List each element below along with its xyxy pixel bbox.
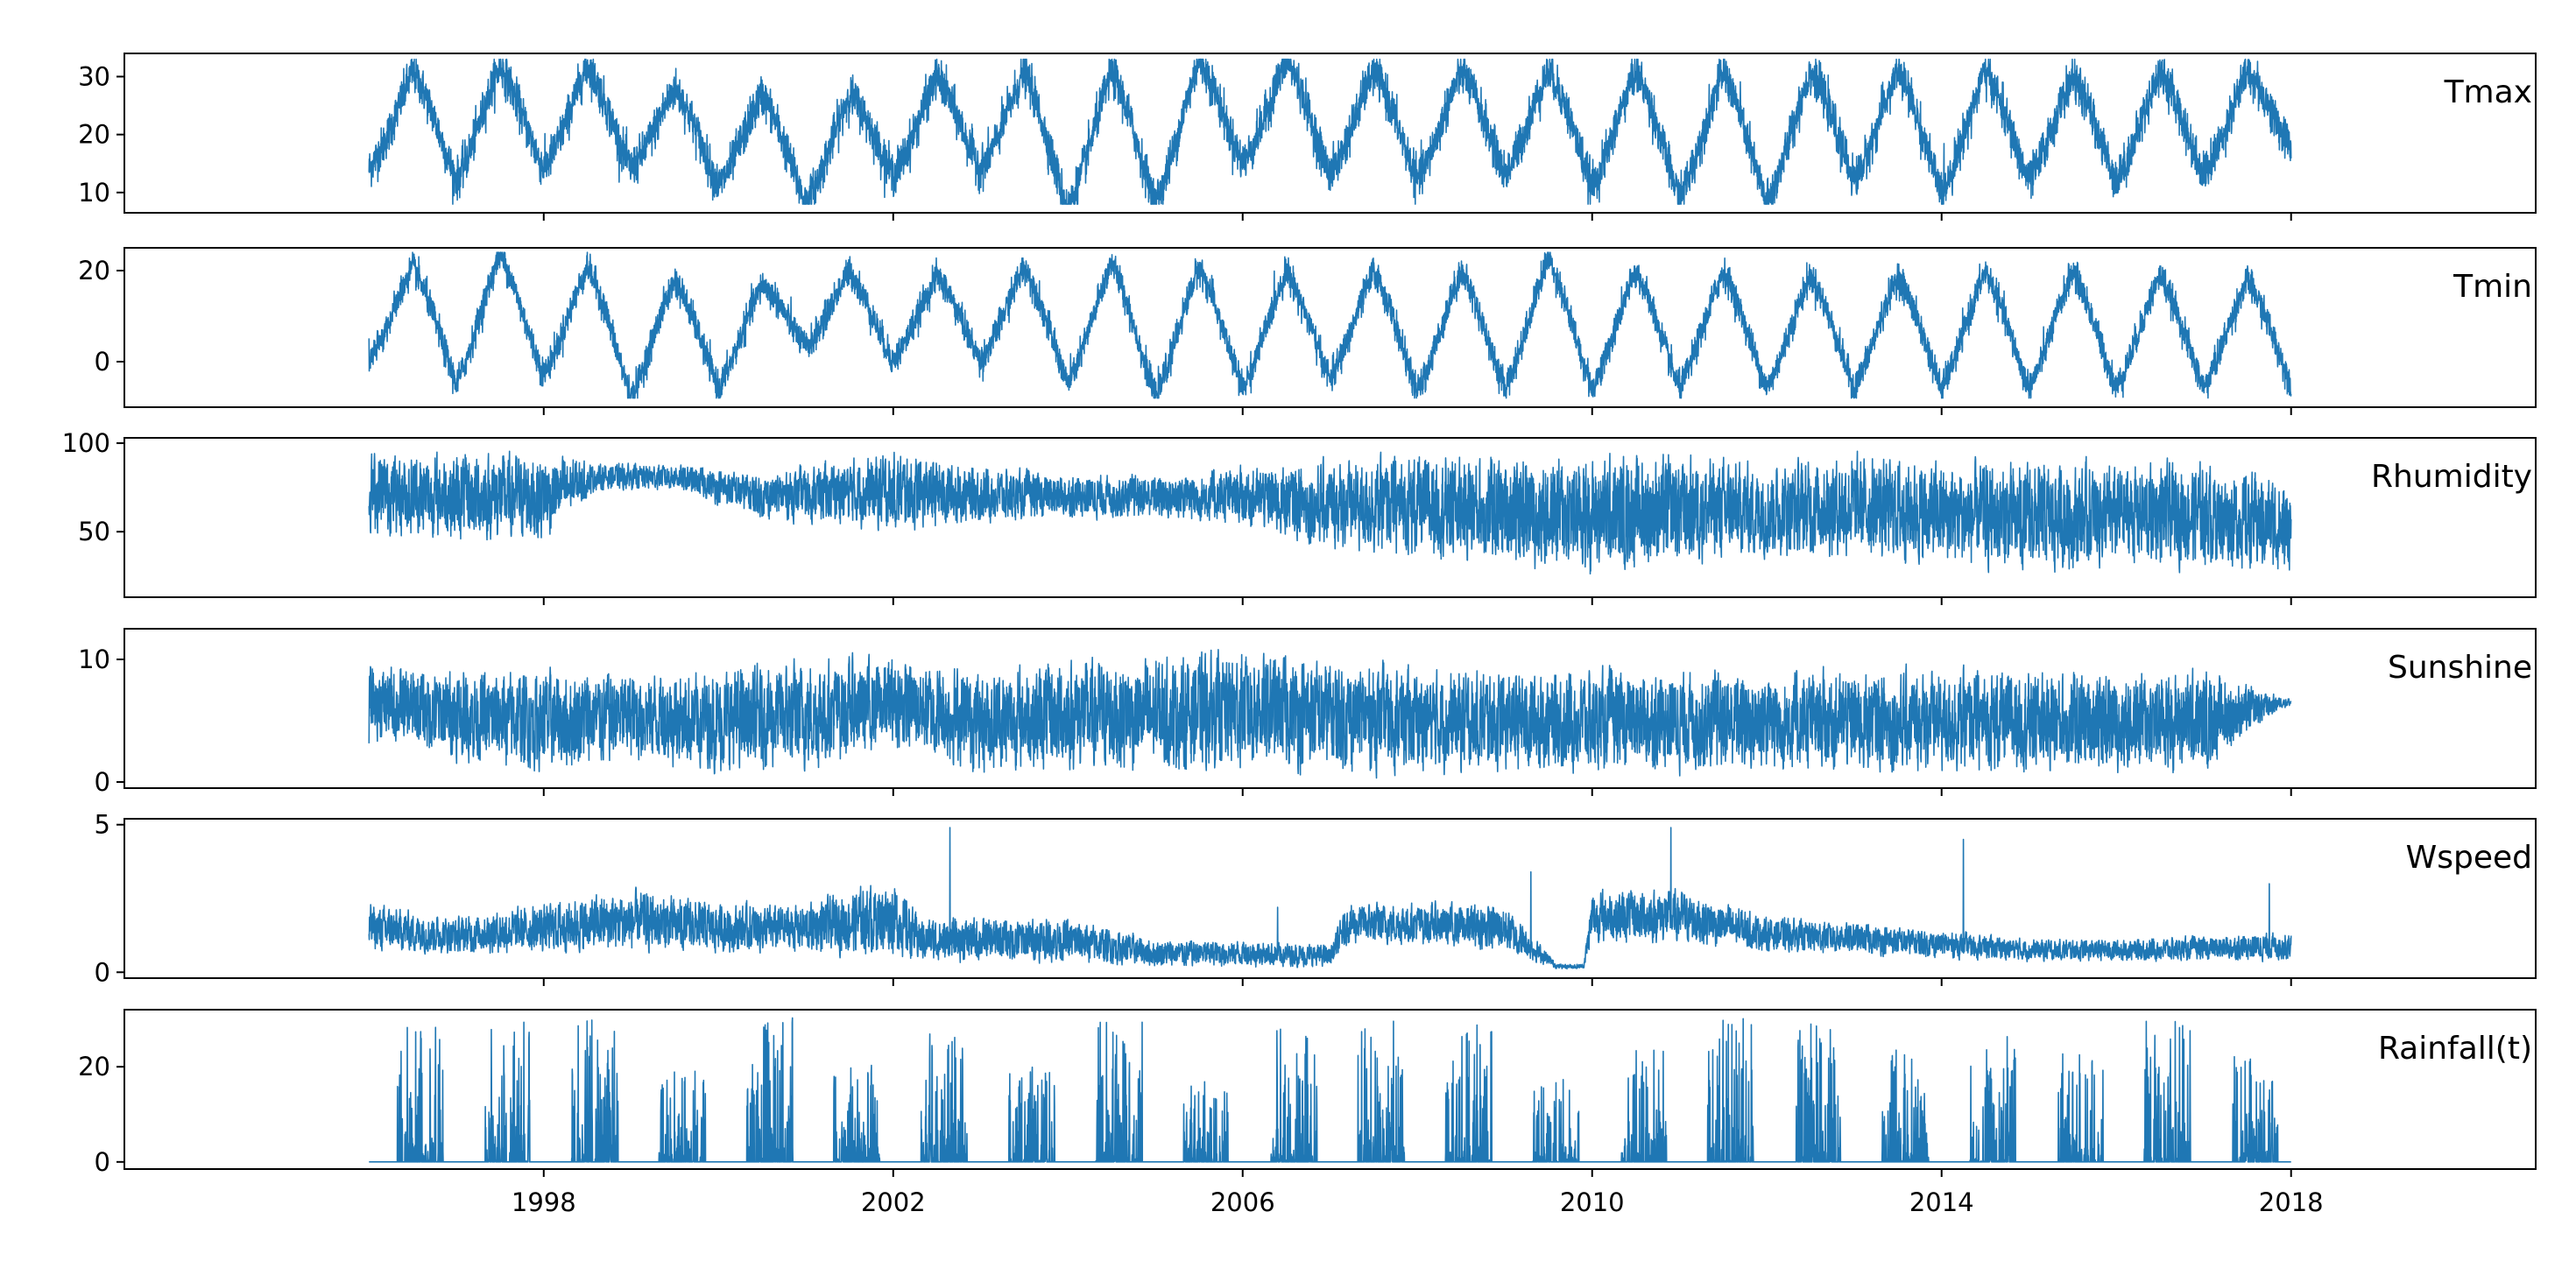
y-tick-label: 100 <box>62 428 110 458</box>
panel-rainfallt: 0 20 Rainfall(t) <box>78 1009 2537 1177</box>
y-tick-label: 30 <box>78 61 110 91</box>
series-line-sunshine <box>368 649 2292 779</box>
y-tick-label: 20 <box>78 120 110 150</box>
panel-label: Sunshine <box>2388 650 2532 686</box>
panel-label: Wspeed <box>2406 840 2532 876</box>
y-tick-label: 0 <box>95 1147 110 1177</box>
panel-label: Rhumidity <box>2371 459 2532 495</box>
panel-frame <box>124 628 2537 789</box>
panel-frame <box>124 437 2537 598</box>
series-line-rhumidity <box>368 450 2292 575</box>
y-tick-label: 5 <box>95 810 110 840</box>
x-tick-label: 2006 <box>1210 1187 1275 1217</box>
y-tick-label: 10 <box>78 178 110 208</box>
panel-label: Tmax <box>2444 74 2532 110</box>
x-tick-label: 2014 <box>1909 1187 1974 1217</box>
panel-frame <box>124 1009 2537 1170</box>
x-axis: 1998 2002 2006 2010 2014 2018 <box>512 1187 2324 1217</box>
series-line-wspeed <box>368 827 2292 970</box>
series-line-tmin <box>368 251 2292 399</box>
series-line-rainfallt <box>368 1017 2292 1163</box>
panel-sunshine: 0 10 Sunshine <box>78 628 2537 797</box>
panel-frame <box>124 53 2537 214</box>
panel-tmax: 10 20 30 Tmax <box>78 53 2537 221</box>
panel-rhumidity: 50 100 Rhumidity <box>62 428 2537 605</box>
y-tick-label: 10 <box>78 645 110 674</box>
y-tick-label: 0 <box>95 347 110 377</box>
x-tick-label: 2018 <box>2259 1187 2324 1217</box>
y-tick-label: 20 <box>78 256 110 285</box>
y-tick-label: 20 <box>78 1052 110 1081</box>
panel-frame <box>124 818 2537 979</box>
panel-frame <box>124 247 2537 408</box>
panel-wspeed: 0 5 Wspeed <box>95 810 2537 987</box>
y-tick-label: 50 <box>78 517 110 546</box>
x-tick-label: 2002 <box>861 1187 926 1217</box>
series-line-tmax <box>368 58 2292 205</box>
x-tick-label: 2010 <box>1560 1187 1625 1217</box>
y-tick-label: 0 <box>95 767 110 797</box>
y-tick-label: 0 <box>95 957 110 987</box>
panel-label: Tmin <box>2452 269 2532 305</box>
panel-label: Rainfall(t) <box>2378 1031 2532 1067</box>
x-tick-label: 1998 <box>512 1187 576 1217</box>
panel-tmin: 0 20 Tmin <box>78 247 2537 415</box>
